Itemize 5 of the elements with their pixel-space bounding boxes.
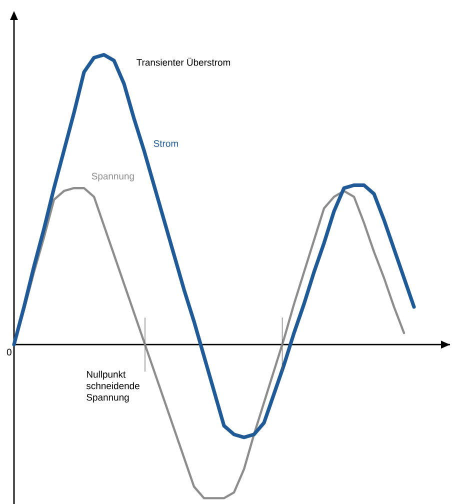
annotation: Nullpunkt schneidende Spannung — [86, 370, 140, 403]
annotation: 0 — [6, 348, 12, 356]
series-label: Spannung — [92, 172, 134, 182]
series-label: Strom — [154, 140, 178, 147]
annotation: Transienter Überstrom — [136, 58, 230, 66]
